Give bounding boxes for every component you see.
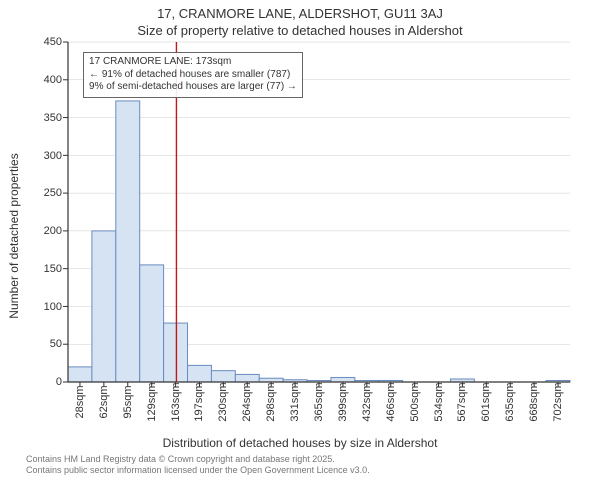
y-tick-label: 100 — [44, 301, 68, 313]
x-axis-label: Distribution of detached houses by size … — [0, 436, 600, 450]
y-tick-label: 300 — [44, 150, 68, 162]
footer: Contains HM Land Registry data © Crown c… — [0, 450, 600, 477]
x-tick-label: 635sqm — [504, 383, 516, 422]
annotation-box: 17 CRANMORE LANE: 173sqm← 91% of detache… — [83, 52, 303, 98]
y-tick-label: 350 — [44, 112, 68, 124]
x-tick-label: 95sqm — [122, 386, 134, 419]
x-tick-label: 331sqm — [289, 383, 301, 422]
y-tick-label: 200 — [44, 225, 68, 237]
x-tick-label: 432sqm — [361, 383, 373, 422]
y-tick-label: 50 — [50, 338, 68, 350]
y-axis-label: Number of detached properties — [7, 153, 21, 318]
title-line-2: Size of property relative to detached ho… — [0, 23, 600, 39]
plot-area: 05010015020025030035040045028sqm62sqm95s… — [68, 42, 570, 382]
x-tick-label: 567sqm — [456, 383, 468, 422]
x-tick-label: 668sqm — [528, 383, 540, 422]
x-tick-label: 466sqm — [385, 383, 397, 422]
x-tick-label: 500sqm — [409, 383, 421, 422]
y-tick-label: 400 — [44, 74, 68, 86]
x-tick-label: 601sqm — [480, 383, 492, 422]
chart-header: 17, CRANMORE LANE, ALDERSHOT, GU11 3AJ S… — [0, 0, 600, 38]
x-tick-label: 28sqm — [74, 386, 86, 419]
histogram-bar — [68, 367, 92, 382]
x-tick-label: 163sqm — [170, 383, 182, 422]
annotation-line-1: 17 CRANMORE LANE: 173sqm — [89, 56, 297, 69]
x-tick-label: 399sqm — [337, 383, 349, 422]
histogram-bar — [92, 231, 116, 382]
footer-line-1: Contains HM Land Registry data © Crown c… — [26, 454, 600, 465]
y-tick-label: 450 — [44, 36, 68, 48]
chart-wrap: Number of detached properties 0501001502… — [20, 42, 580, 430]
annotation-line-2: ← 91% of detached houses are smaller (78… — [89, 69, 297, 82]
histogram-bar — [211, 371, 235, 382]
x-tick-label: 62sqm — [98, 386, 110, 419]
x-tick-label: 702sqm — [552, 383, 564, 422]
x-tick-label: 365sqm — [313, 383, 325, 422]
x-tick-label: 298sqm — [265, 383, 277, 422]
histogram-bar — [188, 366, 212, 383]
title-line-1: 17, CRANMORE LANE, ALDERSHOT, GU11 3AJ — [0, 6, 600, 22]
x-tick-label: 197sqm — [193, 383, 205, 422]
histogram-bar — [235, 375, 259, 383]
y-tick-label: 0 — [56, 376, 68, 388]
x-tick-label: 534sqm — [433, 383, 445, 422]
y-tick-label: 250 — [44, 187, 68, 199]
histogram-bar — [140, 265, 164, 382]
y-tick-label: 150 — [44, 263, 68, 275]
histogram-bar — [116, 101, 140, 382]
footer-line-2: Contains public sector information licen… — [26, 465, 600, 476]
x-tick-label: 129sqm — [146, 383, 158, 422]
histogram-bar — [164, 323, 188, 382]
x-tick-label: 264sqm — [241, 383, 253, 422]
annotation-line-3: 9% of semi-detached houses are larger (7… — [89, 81, 297, 94]
x-tick-label: 230sqm — [217, 383, 229, 422]
